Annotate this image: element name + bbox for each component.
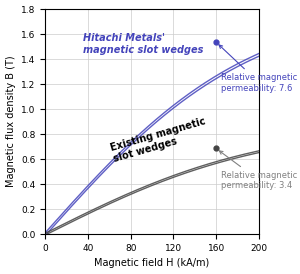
Text: Relative magnetic
permeability: 3.4: Relative magnetic permeability: 3.4 [219, 151, 298, 190]
Text: Existing magnetic
slot wedges: Existing magnetic slot wedges [109, 116, 210, 164]
Text: Relative magnetic
permeability: 7.6: Relative magnetic permeability: 7.6 [219, 45, 298, 93]
Y-axis label: Magnetic flux density B (T): Magnetic flux density B (T) [6, 56, 16, 187]
X-axis label: Magnetic field H (kA/m): Magnetic field H (kA/m) [94, 258, 210, 269]
Text: Hitachi Metals'
magnetic slot wedges: Hitachi Metals' magnetic slot wedges [82, 33, 203, 55]
